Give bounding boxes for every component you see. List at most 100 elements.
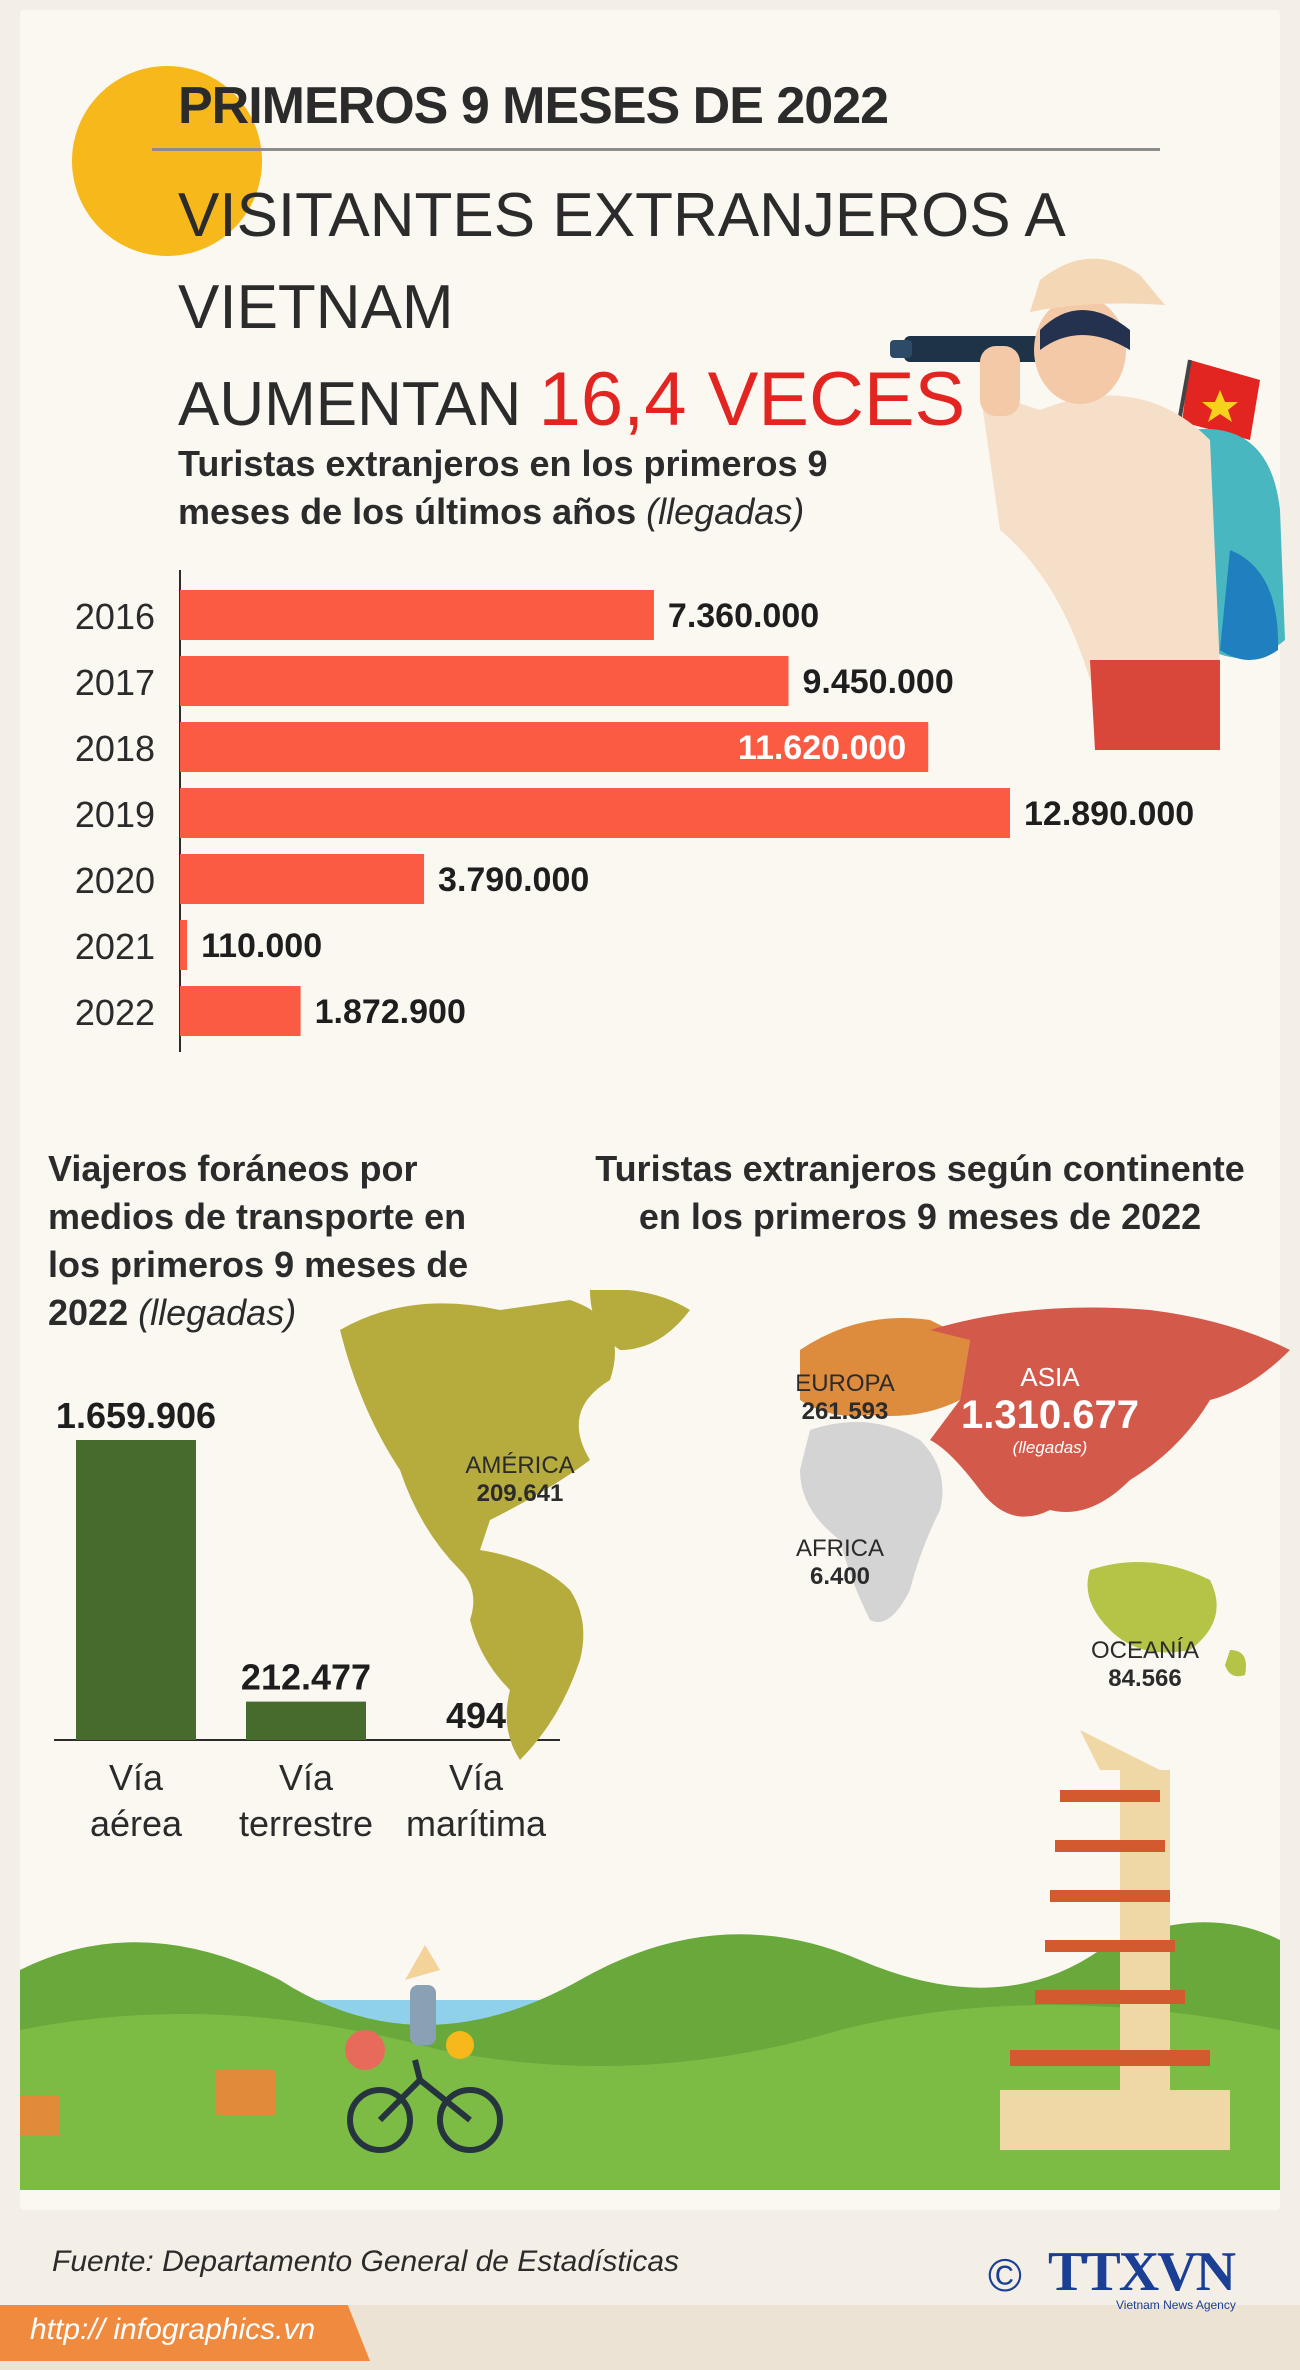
continent-title-line-2: en los primeros 9 meses de 2022 — [638, 1196, 1202, 1237]
bar-2017 — [180, 656, 789, 706]
yearly-bar-chart: 2016 7.360.000 2017 9.450.000 2018 11.620.000… — [75, 570, 1194, 1052]
house-icon — [215, 2070, 275, 2115]
year-tick-label: 2017 — [75, 662, 155, 703]
year-tick-label: 2016 — [75, 596, 155, 637]
america-value: 209.641 — [476, 1480, 564, 1507]
yearly-title-line-1: Turistas extranjeros en los primeros 9 — [178, 443, 828, 484]
map-africa — [800, 1422, 943, 1622]
bar-value-label: 1.872.900 — [315, 993, 466, 1031]
copyright-icon: © — [988, 2249, 1022, 2301]
oceania-value: 84.566 — [1108, 1665, 1182, 1692]
transport-title-line-3: los primeros 9 meses de — [48, 1244, 469, 1285]
year-tick-label: 2021 — [75, 926, 155, 967]
transport-title-line-2: medios de transporte en — [48, 1196, 467, 1237]
oceania-name: OCEANÍA — [1090, 1637, 1200, 1664]
transport-category-label: Vía — [109, 1757, 164, 1798]
map-label-america: AMÉRICA 209.641 — [440, 1452, 600, 1508]
kicker-title: PRIMEROS 9 MESES DE 2022 — [178, 77, 889, 135]
continent-title-line-1: Turistas extranjeros según continente — [595, 1148, 1245, 1189]
shirt — [980, 390, 1220, 680]
transport-title-line-4: 2022 (llegadas) — [48, 1289, 468, 1337]
ttxvn-logo: © TTXVN Vietnam News Agency — [988, 2240, 1268, 2312]
source-text: Departamento General de Estadísticas — [162, 2245, 680, 2278]
bar-value-label: 7.360.000 — [668, 597, 819, 635]
transport-category-label: Vía — [449, 1757, 504, 1798]
house-icon-small — [20, 2095, 60, 2135]
transport-bar-0 — [76, 1440, 196, 1740]
map-america — [340, 1300, 615, 1760]
europe-name: EUROPA — [795, 1370, 895, 1397]
year-tick-label: 2022 — [75, 992, 155, 1033]
sun-decoration — [72, 66, 262, 256]
transport-chart-title: Viajeros foráneos por medios de transpor… — [48, 1145, 468, 1337]
america-name: AMÉRICA — [465, 1452, 575, 1479]
binoculars-icon — [904, 336, 1054, 362]
map-oceania — [1087, 1562, 1217, 1653]
headline: VISITANTES EXTRANJEROS A VIETNAM AUMENTA… — [178, 170, 1258, 451]
map-greenland — [590, 1290, 690, 1350]
bar-value-label: 3.790.000 — [438, 861, 589, 899]
transport-category-label: terrestre — [239, 1803, 373, 1844]
headline-line-2: AUMENTAN 16,4 VECES — [178, 354, 1258, 451]
title-divider — [152, 148, 1160, 151]
transport-category-label: marítima — [406, 1803, 547, 1844]
world-map — [340, 1290, 1290, 1760]
asia-unit: (llegadas) — [1012, 1438, 1088, 1457]
map-label-oceania: OCEANÍA 84.566 — [1070, 1637, 1220, 1693]
source-label: Fuente: — [52, 2245, 154, 2278]
brand-tagline: Vietnam News Agency — [1116, 2298, 1236, 2312]
bar-value-label: 12.890.000 — [1024, 795, 1194, 833]
bar-2020 — [180, 854, 425, 904]
europe-value: 261.593 — [801, 1398, 889, 1425]
map-asia — [930, 1307, 1290, 1517]
brand-name: TTXVN — [1048, 2241, 1236, 2303]
year-tick-label: 2019 — [75, 794, 155, 835]
asia-value: 1.310.677 — [961, 1393, 1139, 1437]
cyclist — [410, 1985, 436, 2045]
transport-value-label: 1.659.906 — [56, 1395, 216, 1436]
bicycle-icon — [347, 2059, 503, 2153]
hat-icon — [1030, 258, 1165, 312]
shorts — [1090, 660, 1220, 750]
bar-2022 — [180, 986, 301, 1036]
source-note: Fuente: Departamento General de Estadíst… — [52, 2245, 679, 2279]
pagoda-icon — [1000, 1730, 1230, 2150]
continent-title: Turistas extranjeros según continente en… — [570, 1145, 1270, 1241]
bar-value-label: 110.000 — [201, 927, 322, 965]
africa-name: AFRICA — [795, 1535, 884, 1562]
year-tick-label: 2020 — [75, 860, 155, 901]
transport-value-label: 212.477 — [241, 1657, 371, 1698]
map-europe — [800, 1318, 970, 1416]
yearly-title-line-2: meses de los últimos años (llegadas) — [178, 488, 828, 536]
bar-value-label: 9.450.000 — [802, 663, 953, 701]
landscape-illustration — [20, 1730, 1280, 2190]
bar-2016 — [180, 590, 654, 640]
bar-2021 — [180, 920, 188, 970]
transport-value-label: 494 — [446, 1695, 506, 1736]
yearly-chart-title: Turistas extranjeros en los primeros 9 m… — [178, 440, 828, 536]
transport-title-unit: (llegadas) — [138, 1292, 297, 1333]
yearly-title-unit: (llegadas) — [646, 491, 805, 532]
transport-category-label: aérea — [90, 1803, 183, 1844]
year-tick-label: 2018 — [75, 728, 155, 769]
pagoda-roofs — [1010, 1790, 1210, 2066]
transport-title-line-1: Viajeros foráneos por — [48, 1148, 418, 1189]
bar-2018 — [180, 722, 929, 772]
bar-value-label: 11.620.000 — [738, 729, 906, 767]
asia-name: ASIA — [1020, 1362, 1080, 1392]
map-label-asia: ASIA 1.310.677 (llegadas) — [920, 1362, 1180, 1458]
yearly-title-text: meses de los últimos años — [178, 491, 637, 532]
transport-bar-chart: 1.659.906 Vía aérea 212.477 Vía terrestre 494 V… — [54, 1395, 560, 1844]
map-label-africa: AFRICA 6.400 — [770, 1535, 910, 1591]
transport-bar-1 — [246, 1701, 366, 1740]
africa-value: 6.400 — [809, 1563, 871, 1590]
map-label-europe: EUROPA 261.593 — [770, 1370, 920, 1426]
headline-highlight: 16,4 VECES — [538, 357, 966, 442]
headline-line-1: VISITANTES EXTRANJEROS A VIETNAM — [178, 181, 1063, 342]
conical-hat-icon — [405, 1945, 440, 1980]
website-link[interactable]: http:// infographics.vn — [30, 2313, 316, 2346]
headline-prefix: AUMENTAN — [178, 370, 522, 439]
transport-title-year: 2022 — [48, 1292, 129, 1333]
bar-2019 — [180, 788, 1010, 838]
tourist-illustration — [890, 258, 1285, 750]
